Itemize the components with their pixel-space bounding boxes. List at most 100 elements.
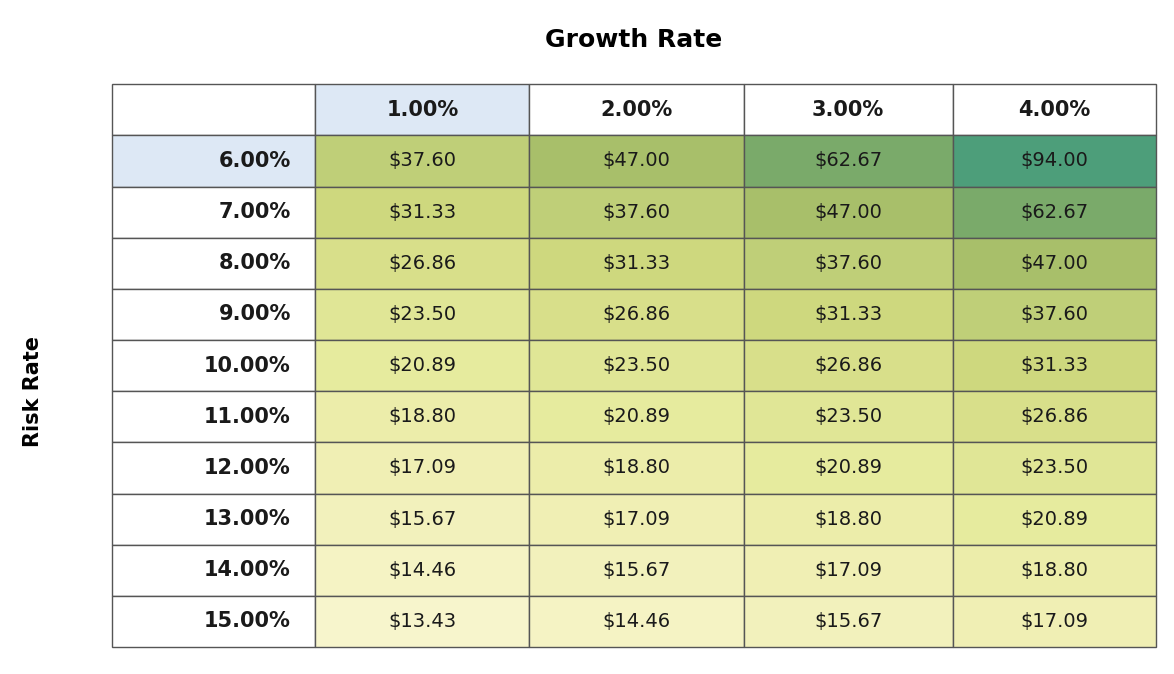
Bar xyxy=(952,340,1156,391)
Text: 8.00%: 8.00% xyxy=(218,253,291,274)
Text: $18.80: $18.80 xyxy=(389,407,457,427)
Bar xyxy=(952,238,1156,289)
Text: $37.60: $37.60 xyxy=(602,203,670,222)
Text: 1.00%: 1.00% xyxy=(386,100,459,120)
Bar xyxy=(952,135,1156,187)
Text: $14.46: $14.46 xyxy=(389,561,457,580)
Bar xyxy=(952,545,1156,596)
Text: $94.00: $94.00 xyxy=(1020,152,1088,171)
Bar xyxy=(112,187,316,238)
Text: $23.50: $23.50 xyxy=(1020,458,1088,477)
Text: 13.00%: 13.00% xyxy=(204,509,291,529)
Bar xyxy=(529,135,743,187)
Text: $37.60: $37.60 xyxy=(389,152,457,171)
Text: $62.67: $62.67 xyxy=(1020,203,1088,222)
Bar xyxy=(529,84,743,135)
Text: $31.33: $31.33 xyxy=(1020,356,1088,375)
Text: 4.00%: 4.00% xyxy=(1018,100,1091,120)
Bar xyxy=(743,545,952,596)
Text: $18.80: $18.80 xyxy=(814,510,882,528)
Text: 7.00%: 7.00% xyxy=(218,202,291,222)
Text: 11.00%: 11.00% xyxy=(204,407,291,427)
Text: 12.00%: 12.00% xyxy=(204,458,291,478)
Bar xyxy=(316,135,529,187)
Text: $17.09: $17.09 xyxy=(389,458,457,477)
Bar xyxy=(112,289,316,340)
Text: $47.00: $47.00 xyxy=(602,152,670,171)
Bar xyxy=(743,596,952,647)
Bar xyxy=(112,84,316,135)
Text: 3.00%: 3.00% xyxy=(812,100,884,120)
Bar xyxy=(743,391,952,442)
Text: $47.00: $47.00 xyxy=(815,203,882,222)
Bar xyxy=(952,187,1156,238)
Text: $26.86: $26.86 xyxy=(389,254,457,273)
Bar xyxy=(952,493,1156,545)
Text: $23.50: $23.50 xyxy=(389,305,457,324)
Text: $15.67: $15.67 xyxy=(814,612,883,631)
Bar xyxy=(316,289,529,340)
Text: 9.00%: 9.00% xyxy=(218,305,291,324)
Text: 6.00%: 6.00% xyxy=(218,151,291,171)
Bar xyxy=(743,442,952,493)
Text: $23.50: $23.50 xyxy=(602,356,670,375)
Bar xyxy=(316,187,529,238)
Bar xyxy=(316,442,529,493)
Bar xyxy=(743,493,952,545)
Bar xyxy=(743,238,952,289)
Bar xyxy=(529,238,743,289)
Bar xyxy=(112,493,316,545)
Bar xyxy=(743,135,952,187)
Text: $37.60: $37.60 xyxy=(1020,305,1088,324)
Bar xyxy=(529,442,743,493)
Bar xyxy=(743,84,952,135)
Bar xyxy=(529,187,743,238)
Bar xyxy=(952,442,1156,493)
Bar xyxy=(952,391,1156,442)
Bar xyxy=(952,84,1156,135)
Bar xyxy=(112,391,316,442)
Text: $23.50: $23.50 xyxy=(814,407,882,427)
Text: $17.09: $17.09 xyxy=(814,561,882,580)
Bar xyxy=(743,187,952,238)
Text: $26.86: $26.86 xyxy=(814,356,882,375)
Text: $20.89: $20.89 xyxy=(814,458,882,477)
Text: $47.00: $47.00 xyxy=(1020,254,1088,273)
Bar xyxy=(316,493,529,545)
Text: $18.80: $18.80 xyxy=(602,458,670,477)
Text: Growth Rate: Growth Rate xyxy=(546,28,722,53)
Bar xyxy=(112,135,316,187)
Bar xyxy=(743,340,952,391)
Bar xyxy=(112,545,316,596)
Text: $31.33: $31.33 xyxy=(814,305,882,324)
Bar xyxy=(112,340,316,391)
Text: $31.33: $31.33 xyxy=(602,254,670,273)
Bar xyxy=(529,391,743,442)
Bar xyxy=(952,289,1156,340)
Bar xyxy=(529,493,743,545)
Text: 2.00%: 2.00% xyxy=(600,100,673,120)
Text: $17.09: $17.09 xyxy=(602,510,670,528)
Bar xyxy=(529,596,743,647)
Text: $17.09: $17.09 xyxy=(1020,612,1088,631)
Text: $31.33: $31.33 xyxy=(389,203,457,222)
Text: $37.60: $37.60 xyxy=(814,254,882,273)
Text: $13.43: $13.43 xyxy=(389,612,457,631)
Text: $18.80: $18.80 xyxy=(1020,561,1088,580)
Bar xyxy=(316,391,529,442)
Text: $20.89: $20.89 xyxy=(1020,510,1088,528)
Text: $26.86: $26.86 xyxy=(602,305,670,324)
Text: 10.00%: 10.00% xyxy=(204,356,291,375)
Bar xyxy=(529,340,743,391)
Text: $62.67: $62.67 xyxy=(814,152,882,171)
Text: 14.00%: 14.00% xyxy=(204,560,291,580)
Bar xyxy=(112,596,316,647)
Text: $15.67: $15.67 xyxy=(389,510,457,528)
Bar xyxy=(743,289,952,340)
Bar xyxy=(316,340,529,391)
Bar xyxy=(316,596,529,647)
Text: $15.67: $15.67 xyxy=(602,561,670,580)
Bar xyxy=(316,84,529,135)
Bar xyxy=(529,545,743,596)
Text: $26.86: $26.86 xyxy=(1020,407,1088,427)
